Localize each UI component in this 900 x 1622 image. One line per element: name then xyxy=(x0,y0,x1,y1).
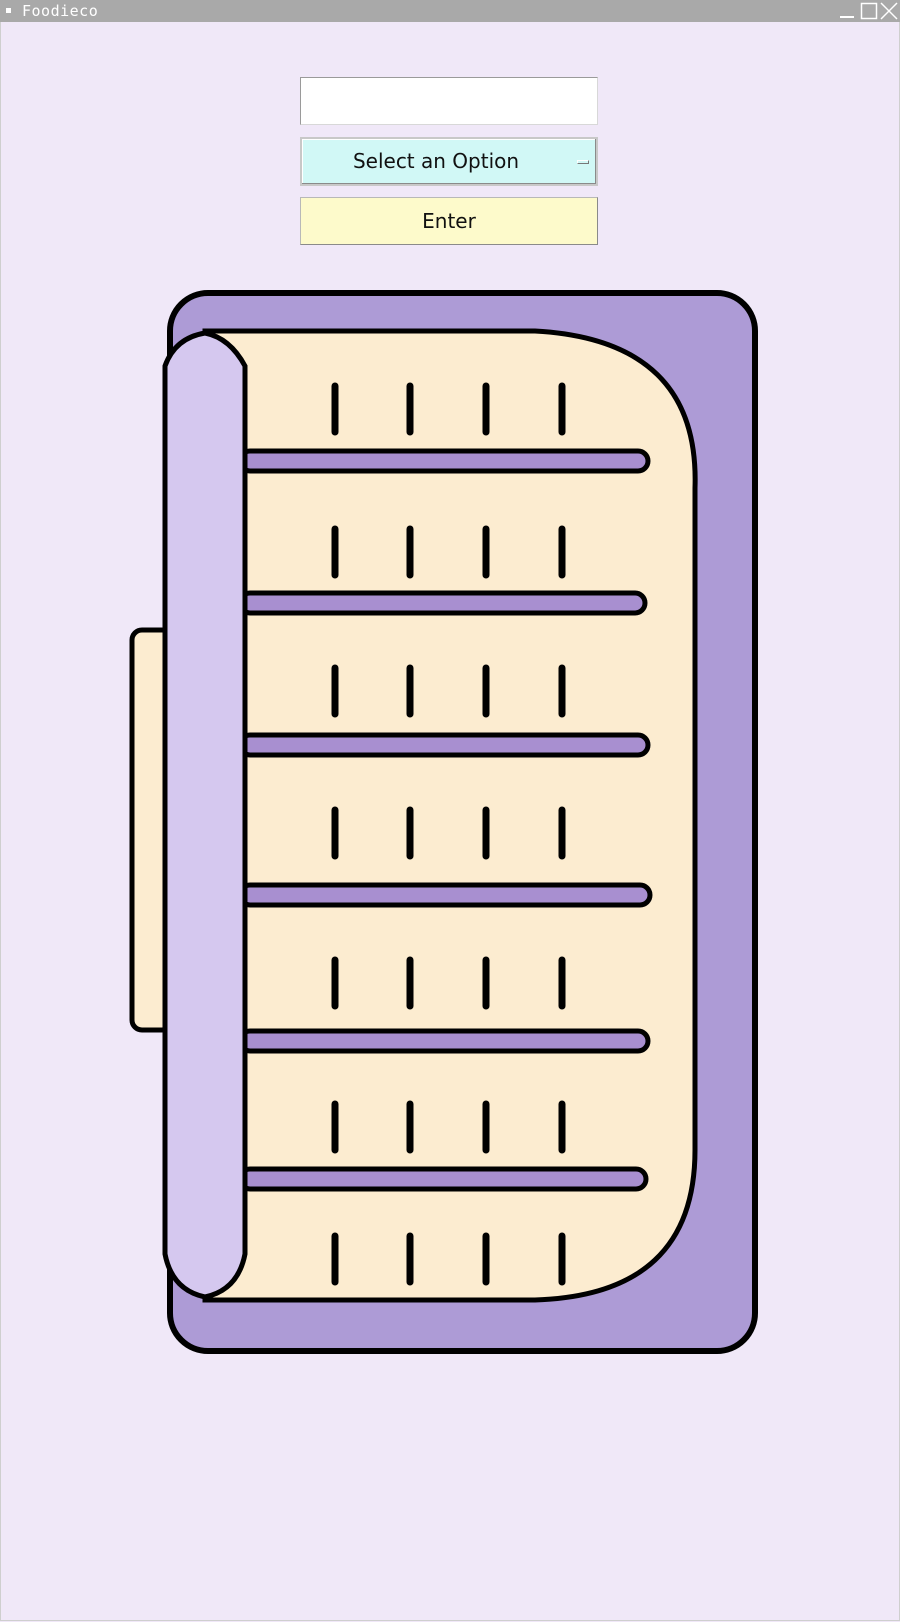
text-entry-field[interactable] xyxy=(300,77,598,125)
close-icon[interactable] xyxy=(880,2,898,20)
title-bar[interactable]: Foodieco xyxy=(0,0,900,22)
system-menu-icon[interactable] xyxy=(6,8,11,13)
tray-slots xyxy=(237,448,653,1192)
slot-bar xyxy=(237,590,648,616)
option-menu-label: Select an Option xyxy=(352,149,520,173)
slot-bar xyxy=(237,732,651,758)
dropdown-indicator-icon xyxy=(577,160,589,164)
slot-bar xyxy=(237,1166,649,1192)
tray-left-cover xyxy=(162,330,248,1300)
slot-bar xyxy=(237,882,653,908)
window-title: Foodieco xyxy=(22,2,99,20)
tray-tick-marks xyxy=(331,382,566,1286)
option-menu-dropdown[interactable]: Select an Option xyxy=(300,137,598,186)
slot-bar xyxy=(237,448,651,474)
maximize-icon[interactable] xyxy=(860,2,878,20)
minimize-icon[interactable] xyxy=(838,2,856,20)
enter-button[interactable]: Enter xyxy=(300,197,598,245)
slot-bar xyxy=(237,1028,651,1054)
tray-food-panel xyxy=(202,328,698,1303)
